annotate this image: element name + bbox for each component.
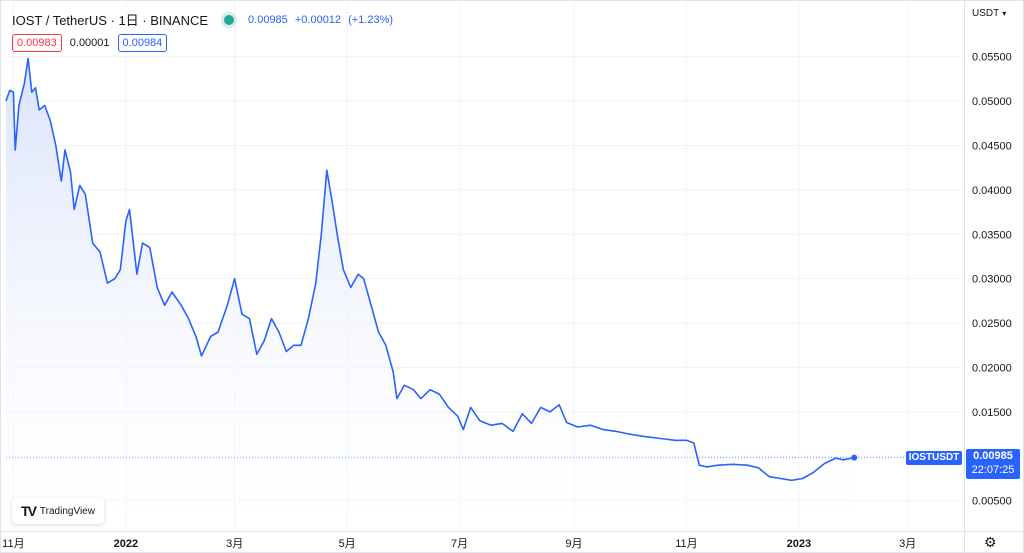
tradingview-logo-icon: TV: [21, 503, 37, 519]
price-change: +0.00012: [294, 13, 342, 26]
x-tick-label: 9月: [565, 538, 582, 550]
x-tick-label: 11月: [2, 538, 24, 550]
spread-value: 0.00001: [69, 37, 110, 49]
price-summary: 0.00985 +0.00012 (+1.23%): [248, 14, 397, 26]
y-tick-label: 0.05000: [972, 96, 1012, 108]
x-tick-label: 7月: [451, 538, 468, 550]
x-tick-label: 11月: [675, 538, 697, 550]
series: [5, 57, 963, 531]
x-tick-label: 5月: [339, 538, 356, 550]
symbol-price-label: IOSTUSDT: [906, 451, 962, 465]
y-tick-label: 0.03500: [972, 229, 1012, 241]
x-tick-label: 2023: [787, 538, 811, 550]
y-tick-label: 0.02000: [972, 362, 1012, 374]
series-area-fill: [6, 58, 855, 531]
last-price: 0.00985: [248, 13, 288, 26]
last-point-marker: [851, 454, 858, 461]
y-tick-label: 0.03000: [972, 274, 1012, 286]
buy-button[interactable]: 0.00984: [117, 34, 168, 52]
currency-label: USDT: [972, 8, 1000, 19]
y-tick-label: 0.00500: [972, 496, 1012, 508]
price-change-pct: (+1.23%): [348, 13, 394, 26]
gear-icon[interactable]: ⚙: [984, 534, 997, 550]
x-tick-label: 3月: [226, 538, 243, 550]
logo-text: TradingView: [39, 505, 95, 517]
last-price-label: 0.00985 22:07:25: [966, 449, 1020, 479]
y-tick-label: 0.05500: [972, 52, 1012, 64]
x-tick-label: 2022: [114, 538, 138, 550]
x-tick-label: 3月: [899, 538, 916, 550]
symbol-title[interactable]: IOST / TetherUS · 1日 · BINANCE: [12, 13, 209, 28]
tradingview-logo[interactable]: TV TradingView: [12, 498, 104, 524]
bar-countdown: 22:07:25: [971, 464, 1015, 476]
last-price-value: 0.00985: [973, 450, 1013, 462]
y-tick-label: 0.01500: [972, 407, 1012, 419]
series-line[interactable]: [5, 57, 855, 482]
currency-selector[interactable]: USDT ▾: [972, 8, 1006, 19]
bid-ask-row: 0.00983 0.00001 0.00984: [12, 34, 168, 52]
y-tick-label: 0.04000: [972, 185, 1012, 197]
sell-button[interactable]: 0.00983: [12, 34, 62, 52]
chevron-down-icon: ▾: [1002, 9, 1007, 18]
y-tick-label: 0.02500: [972, 318, 1012, 330]
legend-header: IOST / TetherUS · 1日 · BINANCE 0.00985 +…: [12, 10, 397, 29]
y-tick-label: 0.04500: [972, 140, 1012, 152]
live-status-dot-icon: [224, 14, 235, 25]
